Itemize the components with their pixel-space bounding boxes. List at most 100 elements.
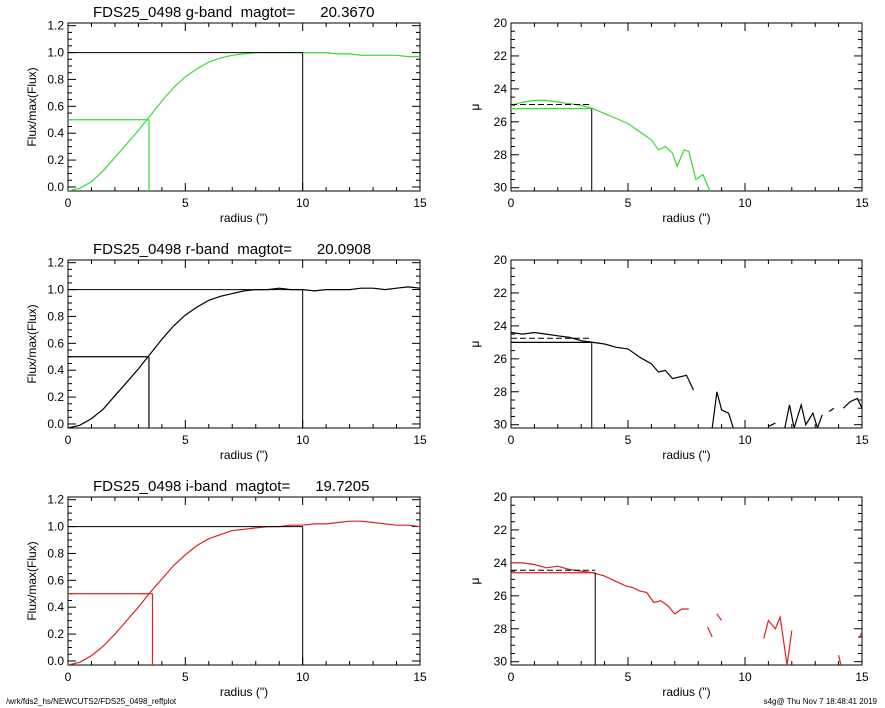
- panel-4-series-segment: [511, 331, 695, 391]
- panel-1-frame: [67, 22, 421, 192]
- panel-4-ytick-label: 20: [494, 253, 508, 267]
- panel-1-xtick-label: 0: [65, 196, 72, 210]
- panel-4: 0 5 10 15 20 22 24 26 28 30 radius (") μ: [468, 253, 869, 462]
- panel-5: 0 5 10 15 0.0 0.2 0.4 0.6 0.8 1.0 1.2 radius (") Flu…: [25, 478, 427, 699]
- panel-4-series-segment: [842, 397, 862, 409]
- panel-3-data: [68, 286, 420, 428]
- panel-5-frame: [67, 496, 421, 666]
- panel-4-xtick-label: 5: [625, 433, 632, 447]
- panel-2-ytick-label: 24: [494, 82, 508, 96]
- panel-5-xtick-label: 15: [413, 670, 427, 684]
- panel-3-xtick-label: 10: [296, 433, 310, 447]
- panel-1-title: FDS25_0498 g-band magtot= 20.3670: [93, 4, 374, 21]
- panel-6-series-segment: [716, 613, 723, 621]
- panel-4-series-segment: [768, 422, 776, 427]
- panel-6-ytick-label: 26: [494, 589, 508, 603]
- panel-6-data: [511, 562, 862, 665]
- panel-2-xlabel: radius ("): [662, 211, 710, 225]
- panel-2-ytick-label: 22: [494, 49, 508, 63]
- panel-3-xtick-label: 5: [182, 433, 189, 447]
- panel-6-ylabel: μ: [468, 577, 482, 584]
- panel-1-xtick-label: 15: [413, 196, 427, 210]
- panel-1: 0 5 10 15 0.0 0.2 0.4 0.6 0.8 1.0 1.2 radius (") Flu…: [25, 4, 427, 225]
- panel-6-xtick-label: 15: [855, 670, 869, 684]
- panel-3-xtick-label: 15: [413, 433, 427, 447]
- panel-4-series-segment: [784, 402, 823, 428]
- panel-5-series-line: [68, 520, 420, 665]
- panel-5-ytick-label: 0.2: [47, 627, 64, 641]
- panel-4-xtick-label: 0: [508, 433, 515, 447]
- panel-3-xlabel: radius ("): [220, 448, 268, 462]
- panel-1-ytick-label: 1.0: [47, 46, 64, 60]
- panel-1-ytick-label: 0.8: [47, 72, 64, 86]
- panel-4-xlabel: radius ("): [662, 448, 710, 462]
- panel-2-data: [511, 99, 711, 191]
- footer-path: /wrk/fds2_hs/NEWCUTS2/FDS25_0498_reffplo…: [6, 697, 177, 706]
- panel-5-ytick-label: 0.8: [47, 546, 64, 560]
- panel-4-ylabel: μ: [468, 340, 482, 347]
- footer-stamp: s4g@ Thu Nov 7 18:48:41 2019: [763, 697, 877, 706]
- panel-6-xtick-label: 5: [625, 670, 632, 684]
- panel-6-series-segment: [859, 631, 862, 638]
- panel-6-series-segment: [511, 562, 689, 615]
- panel-4-xtick-label: 10: [738, 433, 752, 447]
- panel-2-ytick-label: 28: [494, 148, 508, 162]
- panel-4-series-segment: [711, 391, 734, 428]
- panel-6-series-segment: [838, 654, 842, 665]
- panel-2-frame: [510, 22, 863, 192]
- panel-3-ytick-label: 0.6: [47, 336, 64, 350]
- panel-3-ytick-label: 0.0: [47, 417, 64, 431]
- panel-5-ytick-label: 0.0: [47, 654, 64, 668]
- panel-1-data: [68, 51, 420, 191]
- panel-4-ytick-label: 22: [494, 286, 508, 300]
- panel-5-xtick-label: 5: [182, 670, 189, 684]
- panel-3-ytick-label: 1.2: [47, 256, 64, 270]
- panel-2-xtick-label: 0: [508, 196, 515, 210]
- panel-2-xtick-label: 10: [738, 196, 752, 210]
- panel-6-ytick-label: 28: [494, 622, 508, 636]
- panel-3-frame: [67, 259, 421, 429]
- panel-3-ytick-label: 0.2: [47, 390, 64, 404]
- panel-4-ytick-label: 28: [494, 385, 508, 399]
- panel-3-ytick-label: 1.0: [47, 283, 64, 297]
- panel-5-xtick-label: 10: [296, 670, 310, 684]
- panel-1-ylabel: Flux/max(Flux): [25, 67, 39, 146]
- panel-2-xtick-label: 5: [625, 196, 632, 210]
- panel-5-ytick-label: 0.6: [47, 573, 64, 587]
- panel-5-ytick-label: 0.4: [47, 600, 64, 614]
- panel-6-xtick-label: 10: [738, 670, 752, 684]
- panel-6-xlabel: radius ("): [662, 685, 710, 699]
- panel-2-xtick-label: 15: [855, 196, 869, 210]
- panel-2-series-segment: [511, 99, 711, 191]
- panel-6: 0 5 10 15 20 22 24 26 28 30 radius (") μ: [468, 490, 869, 699]
- panel-3-title: FDS25_0498 r-band magtot= 20.0908: [93, 241, 371, 258]
- panel-1-xtick-label: 5: [182, 196, 189, 210]
- panel-1-series-line: [68, 51, 420, 191]
- panel-2-ylabel: μ: [468, 103, 482, 110]
- panel-1-ytick-label: 0.0: [47, 180, 64, 194]
- panel-5-ylabel: Flux/max(Flux): [25, 541, 39, 620]
- panel-3: 0 5 10 15 0.0 0.2 0.4 0.6 0.8 1.0 1.2 radius (") Flu…: [25, 241, 427, 462]
- panel-2-ytick-label: 20: [494, 16, 508, 30]
- panel-4-ytick-label: 24: [494, 319, 508, 333]
- panel-5-xtick-label: 0: [65, 670, 72, 684]
- panel-4-data: [511, 331, 862, 428]
- panel-3-ytick-label: 0.4: [47, 363, 64, 377]
- panel-6-series-segment: [763, 614, 793, 665]
- panel-6-ytick-label: 24: [494, 556, 508, 570]
- panel-1-ytick-label: 0.6: [47, 99, 64, 113]
- panel-6-xtick-label: 0: [508, 670, 515, 684]
- panel-4-ytick-label: 30: [494, 418, 508, 432]
- panel-4-ytick-label: 26: [494, 352, 508, 366]
- panel-1-ytick-label: 1.2: [47, 19, 64, 33]
- panel-4-frame: [510, 259, 863, 429]
- panel-2-ytick-label: 30: [494, 181, 508, 195]
- panel-6-frame: [510, 496, 863, 666]
- panel-1-xtick-label: 10: [296, 196, 310, 210]
- panel-6-ytick-label: 30: [494, 655, 508, 669]
- panel-2: 0 5 10 15 20 22 24 26 28 30 radius (") μ: [468, 16, 869, 225]
- panel-5-ytick-label: 1.2: [47, 493, 64, 507]
- panel-4-xtick-label: 15: [855, 433, 869, 447]
- panel-5-data: [68, 520, 420, 665]
